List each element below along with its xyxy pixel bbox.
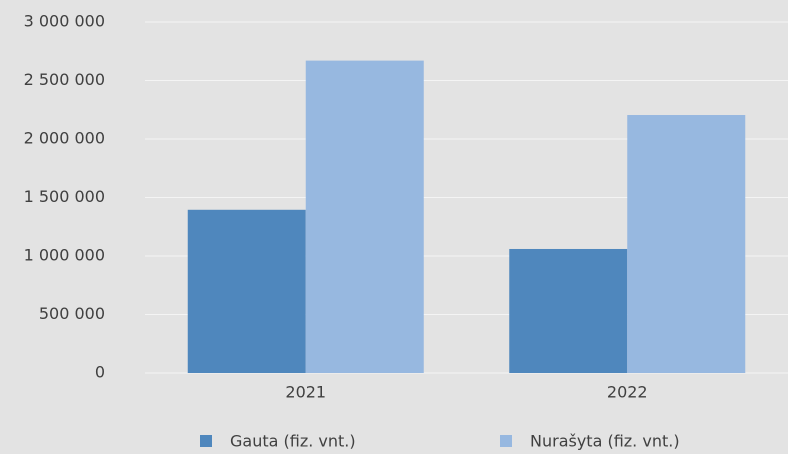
bar — [509, 248, 628, 373]
y-tick-label: 2 500 000 — [24, 70, 105, 89]
x-tick-label: 2021 — [285, 383, 326, 402]
bar — [187, 209, 306, 373]
y-tick-label: 3 000 000 — [24, 12, 105, 31]
legend-swatch — [500, 435, 512, 447]
bar — [627, 115, 746, 373]
bar — [305, 60, 424, 374]
x-tick-label: 2022 — [607, 383, 648, 402]
y-tick-label: 1 000 000 — [24, 246, 105, 265]
legend-label: Gauta (fiz. vnt.) — [230, 432, 356, 451]
y-tick-label: 0 — [95, 363, 105, 382]
legend-swatch — [200, 435, 212, 447]
y-tick-label: 2 000 000 — [24, 129, 105, 148]
legend-label: Nurašyta (fiz. vnt.) — [530, 432, 680, 451]
y-tick-label: 1 500 000 — [24, 187, 105, 206]
y-tick-label: 500 000 — [39, 304, 105, 323]
